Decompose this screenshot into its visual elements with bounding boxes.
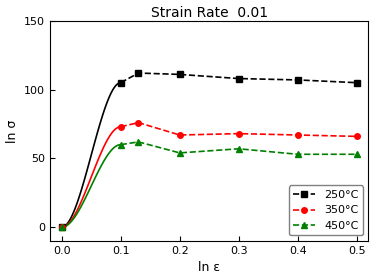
450°C: [136, 140, 141, 144]
350°C: [236, 132, 241, 135]
450°C: [355, 153, 359, 156]
350°C: [295, 133, 300, 137]
450°C: [119, 143, 123, 146]
250°C: [119, 81, 123, 84]
250°C: [355, 81, 359, 84]
350°C: [178, 133, 182, 137]
350°C: [119, 125, 123, 129]
250°C: [236, 77, 241, 80]
X-axis label: ln ε: ln ε: [198, 262, 220, 274]
250°C: [136, 71, 141, 75]
450°C: [178, 151, 182, 155]
Line: 350°C: 350°C: [118, 120, 359, 139]
Y-axis label: ln σ: ln σ: [6, 119, 19, 143]
Line: 450°C: 450°C: [118, 139, 359, 157]
450°C: [236, 147, 241, 150]
Line: 250°C: 250°C: [118, 70, 359, 85]
Title: Strain Rate  0.01: Strain Rate 0.01: [151, 6, 268, 20]
450°C: [295, 153, 300, 156]
250°C: [295, 78, 300, 81]
350°C: [136, 121, 141, 124]
350°C: [355, 135, 359, 138]
250°C: [178, 73, 182, 76]
Legend: 250°C, 350°C, 450°C: 250°C, 350°C, 450°C: [288, 185, 363, 235]
